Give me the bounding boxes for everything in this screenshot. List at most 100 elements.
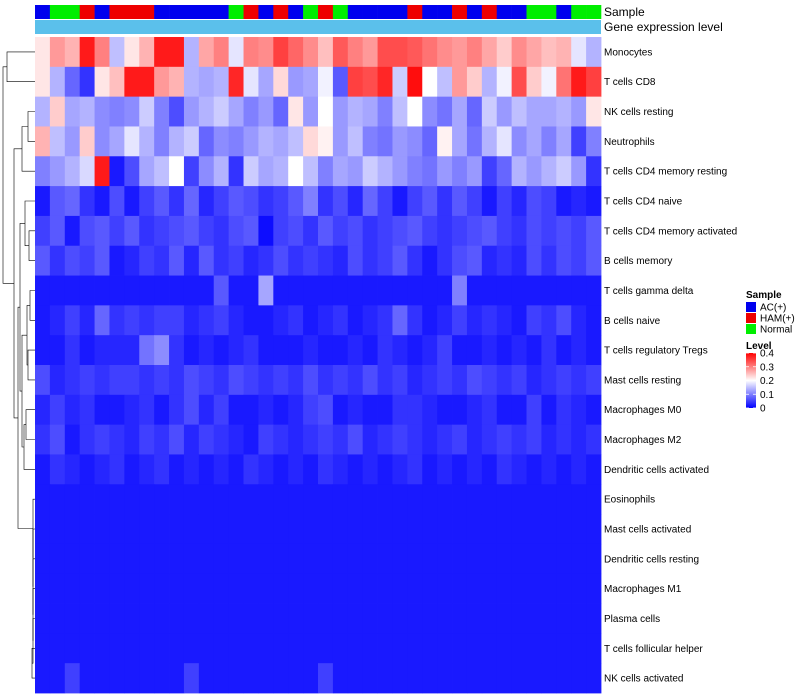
heatmap-cell <box>35 305 51 336</box>
heatmap-cell <box>407 365 423 396</box>
heatmap-cell <box>64 633 81 664</box>
heatmap-cell <box>332 394 349 426</box>
heatmap-cell <box>422 335 438 366</box>
heatmap-cell <box>586 245 602 276</box>
heatmap-cell <box>496 186 513 217</box>
legend-level-colorbar <box>746 353 756 408</box>
sample-annotation-cell <box>183 5 200 19</box>
heatmap-cell <box>571 394 587 426</box>
sample-annotation-cell <box>407 5 423 19</box>
heatmap-cell <box>183 66 200 98</box>
heatmap-cell <box>541 663 557 694</box>
heatmap-cell <box>273 275 289 306</box>
heatmap-cell <box>362 573 378 604</box>
heatmap-cell <box>198 603 215 634</box>
heatmap-cell <box>511 335 527 366</box>
heatmap-cell <box>109 633 125 664</box>
heatmap-cell <box>541 66 557 98</box>
heatmap-cell <box>422 305 438 336</box>
heatmap-cell <box>49 126 66 157</box>
heatmap-cell <box>466 484 483 515</box>
heatmap-cell <box>243 156 259 187</box>
heatmap-cell <box>169 37 185 68</box>
heatmap-cell <box>198 215 215 247</box>
heatmap-cell <box>377 305 393 336</box>
heatmap-cell <box>541 186 557 217</box>
heatmap-cell <box>213 663 230 694</box>
heatmap-cell <box>94 394 110 426</box>
heatmap-cell <box>466 543 483 575</box>
heatmap-cell <box>452 186 468 217</box>
heatmap-cell <box>526 96 542 127</box>
heatmap-cell <box>288 633 304 664</box>
heatmap-cell <box>511 156 527 187</box>
heatmap-cell <box>198 633 215 664</box>
heatmap-cell <box>183 573 200 604</box>
heatmap-cell <box>452 454 468 485</box>
heatmap-cell <box>124 245 140 276</box>
sample-annotation-cell <box>79 5 95 19</box>
heatmap-cell <box>511 126 527 157</box>
heatmap-cell <box>124 37 140 68</box>
row-label: NK cells resting <box>604 107 673 118</box>
heatmap-cell <box>392 126 408 157</box>
heatmap-cell <box>79 215 95 247</box>
heatmap-cell <box>392 215 408 247</box>
dendrogram-branch <box>23 424 35 470</box>
heatmap-cell <box>377 37 393 68</box>
heatmap-cell <box>49 484 66 515</box>
heatmap-cell <box>273 514 289 545</box>
heatmap-cell <box>377 573 393 604</box>
heatmap-cell <box>392 663 408 694</box>
heatmap-cell <box>213 245 230 276</box>
heatmap-cell <box>496 66 513 98</box>
heatmap-cell <box>228 454 244 485</box>
heatmap-cell <box>556 543 572 575</box>
heatmap-cell <box>273 186 289 217</box>
heatmap-cell <box>571 275 587 306</box>
heatmap-cell <box>362 215 378 247</box>
heatmap-cell <box>64 66 81 98</box>
heatmap-cell <box>288 365 304 396</box>
heatmap-cell <box>139 543 155 575</box>
row-label: B cells naive <box>604 316 661 327</box>
heatmap-cell <box>496 514 513 545</box>
heatmap-cell <box>79 573 95 604</box>
column-annotations <box>35 5 602 34</box>
heatmap-cell <box>332 275 349 306</box>
sample-annotation-cell <box>228 5 244 19</box>
heatmap-cell <box>303 514 319 545</box>
heatmap-cell <box>318 454 334 485</box>
heatmap-cell <box>64 573 81 604</box>
heatmap-cell <box>481 37 498 68</box>
heatmap-cell <box>481 365 498 396</box>
heatmap-cell <box>79 186 95 217</box>
heatmap-cell <box>183 454 200 485</box>
heatmap-cell <box>407 66 423 98</box>
heatmap-cell <box>332 126 349 157</box>
heatmap-cell <box>556 454 572 485</box>
heatmap-cell <box>481 424 498 455</box>
legend-level-tick-label: 0.4 <box>760 349 774 360</box>
dendrogram-branch <box>27 349 35 381</box>
heatmap-cell <box>452 603 468 634</box>
heatmap-cell <box>452 335 468 366</box>
heatmap-cell <box>154 37 170 68</box>
heatmap-cell <box>288 663 304 694</box>
heatmap-cell <box>109 603 125 634</box>
heatmap-cell <box>35 603 51 634</box>
row-label: Mast cells resting <box>604 375 681 386</box>
heatmap-cell <box>79 394 95 426</box>
heatmap-cell <box>541 394 557 426</box>
heatmap-cell <box>49 215 66 247</box>
heatmap-cell <box>541 543 557 575</box>
heatmap-cell <box>556 603 572 634</box>
heatmap-cell <box>169 365 185 396</box>
heatmap-cell <box>556 156 572 187</box>
heatmap-cell <box>422 663 438 694</box>
heatmap-cell <box>303 66 319 98</box>
heatmap-cell <box>586 603 602 634</box>
heatmap-cell <box>422 66 438 98</box>
heatmap-cell <box>392 37 408 68</box>
heatmap-cell <box>466 394 483 426</box>
